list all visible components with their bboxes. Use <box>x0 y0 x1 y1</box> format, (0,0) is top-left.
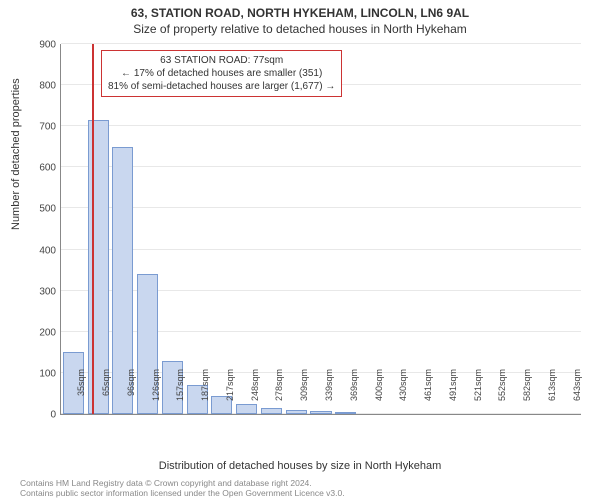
gridline <box>61 249 581 250</box>
y-tick-label: 200 <box>16 327 56 338</box>
y-tick-label: 900 <box>16 40 56 51</box>
x-tick-label: 400sqm <box>374 369 384 419</box>
footer: Contains HM Land Registry data © Crown c… <box>20 478 345 498</box>
x-tick-label: 643sqm <box>572 369 582 419</box>
chart-area: 010020030040050060070080090035sqm65sqm96… <box>60 44 580 414</box>
marker-line <box>92 44 94 414</box>
x-tick-label: 339sqm <box>324 369 334 419</box>
y-tick-label: 0 <box>16 410 56 421</box>
x-tick-label: 278sqm <box>274 369 284 419</box>
annotation-line: ← 17% of detached houses are smaller (35… <box>108 67 335 80</box>
gridline <box>61 207 581 208</box>
x-tick-label: 430sqm <box>398 369 408 419</box>
footer-line-1: Contains HM Land Registry data © Crown c… <box>20 478 345 488</box>
x-tick-label: 582sqm <box>522 369 532 419</box>
x-axis-label: Distribution of detached houses by size … <box>0 460 600 472</box>
x-tick-label: 65sqm <box>101 369 111 419</box>
y-tick-label: 600 <box>16 163 56 174</box>
gridline <box>61 43 581 44</box>
y-tick-label: 700 <box>16 122 56 133</box>
gridline <box>61 125 581 126</box>
x-tick-label: 461sqm <box>423 369 433 419</box>
gridline <box>61 166 581 167</box>
y-tick-label: 100 <box>16 368 56 379</box>
title-main: 63, STATION ROAD, NORTH HYKEHAM, LINCOLN… <box>0 0 600 20</box>
x-tick-label: 35sqm <box>76 369 86 419</box>
x-tick-label: 613sqm <box>547 369 557 419</box>
x-tick-label: 369sqm <box>349 369 359 419</box>
x-tick-label: 96sqm <box>126 369 136 419</box>
y-tick-label: 800 <box>16 81 56 92</box>
x-tick-label: 217sqm <box>225 369 235 419</box>
x-tick-label: 552sqm <box>497 369 507 419</box>
annotation-line: 81% of semi-detached houses are larger (… <box>108 80 335 93</box>
x-tick-label: 521sqm <box>473 369 483 419</box>
x-tick-label: 187sqm <box>200 369 210 419</box>
footer-line-2: Contains public sector information licen… <box>20 488 345 498</box>
x-tick-label: 309sqm <box>299 369 309 419</box>
x-tick-label: 126sqm <box>151 369 161 419</box>
x-tick-label: 157sqm <box>175 369 185 419</box>
y-tick-label: 500 <box>16 204 56 215</box>
chart-container: 63, STATION ROAD, NORTH HYKEHAM, LINCOLN… <box>0 0 600 500</box>
y-tick-label: 400 <box>16 245 56 256</box>
title-sub: Size of property relative to detached ho… <box>0 20 600 36</box>
annotation-line: 63 STATION ROAD: 77sqm <box>108 54 335 67</box>
annotation-box: 63 STATION ROAD: 77sqm← 17% of detached … <box>101 50 342 97</box>
x-tick-label: 248sqm <box>250 369 260 419</box>
x-tick-label: 491sqm <box>448 369 458 419</box>
y-tick-label: 300 <box>16 286 56 297</box>
plot-region: 010020030040050060070080090035sqm65sqm96… <box>60 44 581 415</box>
